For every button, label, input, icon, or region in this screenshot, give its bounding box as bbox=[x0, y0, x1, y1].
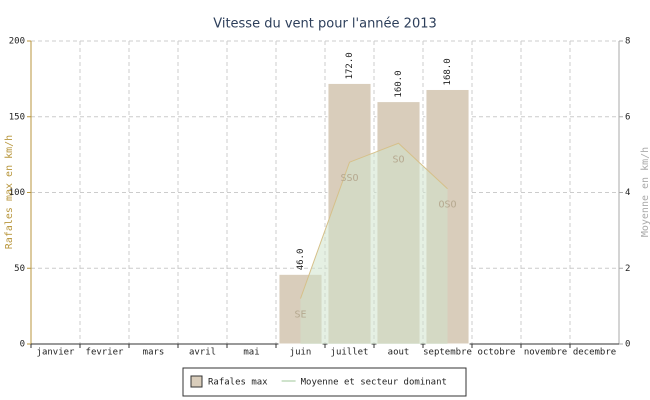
x-tick-label: novembre bbox=[524, 348, 567, 358]
y-tick-label: 50 bbox=[14, 264, 25, 274]
value-label: 168.0 bbox=[443, 58, 453, 85]
sector-label: SSO bbox=[340, 173, 358, 184]
y2-tick-label: 8 bbox=[625, 37, 630, 47]
chart-title: Vitesse du vent pour l'année 2013 bbox=[213, 17, 437, 32]
x-tick-label: juillet bbox=[331, 348, 369, 358]
y2-tick-label: 2 bbox=[625, 264, 630, 274]
area-fill bbox=[300, 143, 448, 344]
y-tick-label: 100 bbox=[9, 188, 25, 198]
x-tick-label: juin bbox=[290, 348, 312, 358]
x-tick-label: janvier bbox=[37, 348, 76, 358]
value-label: 160.0 bbox=[394, 71, 404, 98]
legend-box bbox=[182, 367, 467, 397]
value-label: 46.0 bbox=[296, 249, 306, 271]
legend-label: Rafales max bbox=[208, 378, 268, 388]
value-label: 172.0 bbox=[345, 52, 355, 79]
x-tick-label: aout bbox=[388, 348, 410, 358]
sector-label: SE bbox=[294, 310, 306, 321]
y2-tick-label: 4 bbox=[625, 188, 630, 198]
x-tick-label: decembre bbox=[573, 348, 616, 358]
legend-swatch bbox=[190, 375, 203, 388]
x-tick-label: fevrier bbox=[86, 348, 125, 358]
y2-axis-title: Moyenne en km/h bbox=[640, 147, 650, 237]
y-tick-label: 200 bbox=[9, 37, 25, 47]
x-tick-label: avril bbox=[189, 348, 216, 358]
x-tick-label: septembre bbox=[423, 348, 472, 358]
sector-label: SO bbox=[392, 154, 404, 165]
x-tick-label: mai bbox=[243, 348, 259, 358]
y2-tick-label: 6 bbox=[625, 112, 630, 122]
y-axis-title: Rafales max en km/h bbox=[4, 135, 15, 249]
x-tick-label: octobre bbox=[478, 348, 516, 358]
y2-tick-label: 0 bbox=[625, 340, 630, 350]
y-tick-label: 0 bbox=[20, 340, 25, 350]
legend-label: Moyenne et secteur dominant bbox=[301, 378, 447, 388]
y-tick-label: 150 bbox=[9, 112, 25, 122]
sector-label: OSO bbox=[438, 200, 456, 211]
line bbox=[300, 142, 448, 299]
x-tick-label: mars bbox=[143, 348, 165, 358]
